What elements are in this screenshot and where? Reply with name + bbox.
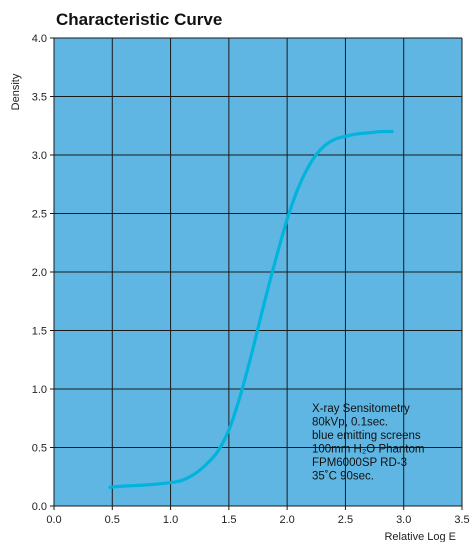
characteristic-curve-line — [108, 129, 394, 489]
x-tick-label: 0.5 — [105, 514, 120, 526]
x-tick-label: 1.0 — [163, 514, 178, 526]
y-tick-label: 0.5 — [32, 443, 47, 455]
y-tick-label: 1.5 — [32, 326, 47, 338]
annotation-line: X-ray Sensitometry — [312, 403, 410, 415]
x-tick-label: 0.0 — [46, 514, 61, 526]
chart-title: Characteristic Curve — [56, 10, 222, 29]
x-tick-label: 1.5 — [221, 514, 236, 526]
annotation-line: 80kVp, 0.1sec. — [312, 417, 388, 429]
y-tick-labels: 0.0 0.5 1.0 1.5 2.0 2.5 3.0 3.5 4.0 — [32, 33, 47, 513]
grid — [50, 37, 463, 510]
annotation-line: blue emitting screens — [312, 430, 421, 442]
y-axis-label: Density — [10, 73, 22, 110]
x-tick-label: 2.5 — [338, 514, 353, 526]
annotation-line: 100mm H₂O Phantom — [312, 444, 424, 456]
x-tick-label: 3.0 — [396, 514, 411, 526]
annotation-block: X-ray Sensitometry 80kVp, 0.1sec.blue emi… — [312, 403, 424, 483]
y-tick-label: 0.0 — [32, 501, 47, 513]
y-tick-label: 2.5 — [32, 209, 47, 221]
annotation-line: FPM6000SP RD-3 — [312, 457, 407, 469]
annotation-line: 35˚C 90sec. — [312, 471, 374, 483]
y-tick-label: 3.0 — [32, 150, 47, 162]
x-tick-label: 2.0 — [279, 514, 294, 526]
x-tick-label: 3.5 — [454, 514, 469, 526]
x-tick-labels: 0.0 0.5 1.0 1.5 2.0 2.5 3.0 3.5 — [46, 514, 469, 526]
y-tick-label: 2.0 — [32, 267, 47, 279]
y-tick-label: 1.0 — [32, 384, 47, 396]
y-tick-label: 4.0 — [32, 33, 47, 45]
x-axis-label: Relative Log E — [384, 531, 456, 542]
y-tick-label: 3.5 — [32, 92, 47, 104]
